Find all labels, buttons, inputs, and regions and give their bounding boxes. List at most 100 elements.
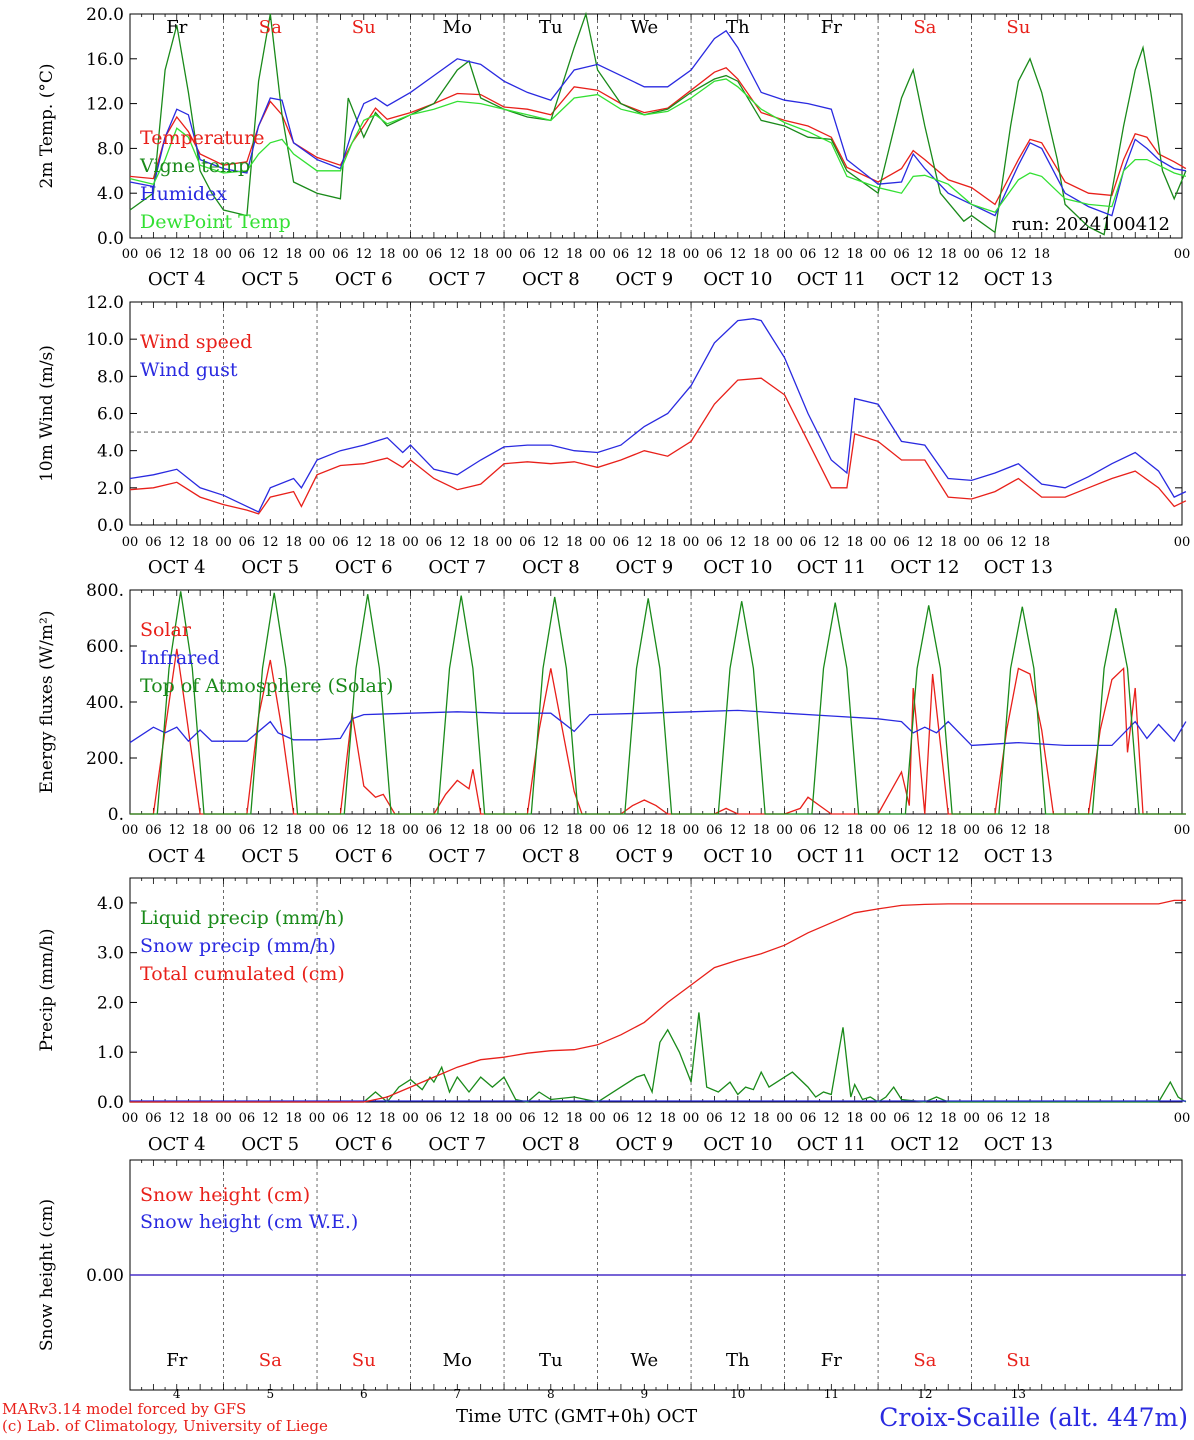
legend-entry: Liquid precip (mm/h) [140,907,344,929]
hour-tick-label: 12 [636,247,653,262]
date-label: OCT 8 [522,846,580,867]
hour-tick-label: 00 [496,247,513,262]
series-line-infrared [129,709,1187,747]
hour-tick-label: 06 [987,247,1004,262]
hour-tick-label: 18 [379,247,396,262]
legend-entry: Solar [140,619,192,641]
hour-tick-label: 06 [145,535,162,550]
day-number-label: 10 [730,1387,745,1401]
date-label: OCT 11 [797,557,866,578]
hour-tick-label: 00 [870,535,887,550]
y-tick-label: 0. [108,805,124,825]
hour-tick-label: 06 [332,823,349,838]
y-tick-label: 200. [86,749,124,769]
hour-tick-label: 12 [262,535,279,550]
hour-tick-label: 06 [706,247,723,262]
series-line-total-cumulated-cm- [130,899,1186,1103]
hour-tick-label: 06 [893,535,910,550]
hour-tick-label: 00 [963,1111,980,1126]
hour-tick-label: 06 [332,247,349,262]
hour-tick-label: 18 [846,247,863,262]
time-axis-label: Time UTC (GMT+0h) OCT [456,1406,697,1427]
hour-tick-label: 18 [472,247,489,262]
series-line-liquid-precip-mm-h- [130,1012,1187,1103]
hour-tick-label: 18 [1033,1111,1050,1126]
run-annotation: run: 2024100412 [1012,214,1170,235]
legend-entry: Humidex [140,183,227,205]
hour-tick-label: 00 [776,535,793,550]
y-tick-label: 800. [86,581,124,601]
y-axis-title: Precip (mm/h) [37,928,57,1051]
hour-tick-label: 18 [566,247,583,262]
hour-tick-label: 12 [356,247,373,262]
legend-entry: Temperature [140,127,264,149]
hour-tick-label: 18 [379,1111,396,1126]
hour-tick-label: 06 [519,247,536,262]
weekday-label-top: Fr [166,17,187,38]
hour-tick-label: 12 [917,247,934,262]
date-label: OCT 13 [984,846,1053,867]
hour-tick-label: 06 [987,535,1004,550]
y-tick-label: 0.0 [97,516,124,536]
legend-entry: Vigne temp [139,155,250,177]
hour-tick-label: 12 [543,247,560,262]
date-label: OCT 5 [241,1134,299,1155]
legend-entry: Snow height (cm W.E.) [140,1211,358,1233]
hour-tick-label: 06 [800,247,817,262]
date-label: OCT 4 [148,557,206,578]
hour-tick-label: 18 [566,823,583,838]
hour-tick-label: 00 [963,247,980,262]
date-label: OCT 12 [890,846,959,867]
hour-tick-label: 00 [122,535,139,550]
hour-tick-label: 12 [636,1111,653,1126]
x-axis-title: Time UTC (GMT+0h) [456,1406,651,1427]
y-tick-label: 8.0 [97,139,124,159]
weekday-label-top: Su [1006,17,1030,38]
series-line-wind-gust [129,318,1187,513]
legend-entry: Wind speed [140,331,252,353]
y-axis-title: Energy fluxes (W/m²) [37,611,57,794]
hour-tick-label: 12 [356,535,373,550]
date-label: OCT 8 [522,1134,580,1155]
y-tick-label: 0.00 [86,1266,124,1286]
date-label: OCT 6 [335,557,393,578]
panel-frame-1 [129,301,1183,526]
station-name: Croix-Scaille (alt. 447m) [879,1403,1188,1432]
date-label: OCT 6 [335,1134,393,1155]
y-axis-title: Snow height (cm) [37,1199,57,1351]
hour-tick-label: 00 [215,823,232,838]
hour-tick-label: 18 [659,1111,676,1126]
hour-tick-label: 06 [145,823,162,838]
legend-entry: Infrared [140,647,220,669]
hour-tick-label: 06 [613,535,630,550]
date-label: OCT 12 [890,1134,959,1155]
hour-tick-label: 06 [613,1111,630,1126]
hour-tick-label: 12 [1010,823,1027,838]
hour-tick-label: 06 [706,1111,723,1126]
hour-tick-label: 06 [800,535,817,550]
hour-tick-label: 00 [589,1111,606,1126]
date-label: OCT 7 [428,1134,486,1155]
weekday-label-top: Tu [539,17,563,38]
hour-tick-label: 00 [402,823,419,838]
hour-tick-label: 18 [753,1111,770,1126]
hour-tick-label: 00 [309,535,326,550]
y-tick-label: 16.0 [86,50,124,70]
hour-tick-label: 18 [285,1111,302,1126]
hour-tick-label: 12 [168,535,185,550]
hour-tick-label: 18 [285,535,302,550]
hour-tick-label: 06 [426,535,443,550]
day-number-label: 6 [360,1387,368,1401]
hour-tick-label: 18 [940,1111,957,1126]
hour-tick-label: 12 [823,535,840,550]
hour-tick-label: 18 [753,823,770,838]
hour-tick-label: 12 [356,1111,373,1126]
date-label: OCT 11 [797,1134,866,1155]
hour-tick-label: 12 [636,823,653,838]
hour-tick-label: 18 [192,535,209,550]
weekday-label-top: Sa [913,17,936,38]
weekday-label-bottom: Su [1006,1350,1030,1371]
hour-tick-label: 06 [613,823,630,838]
hour-tick-label: 12 [636,535,653,550]
